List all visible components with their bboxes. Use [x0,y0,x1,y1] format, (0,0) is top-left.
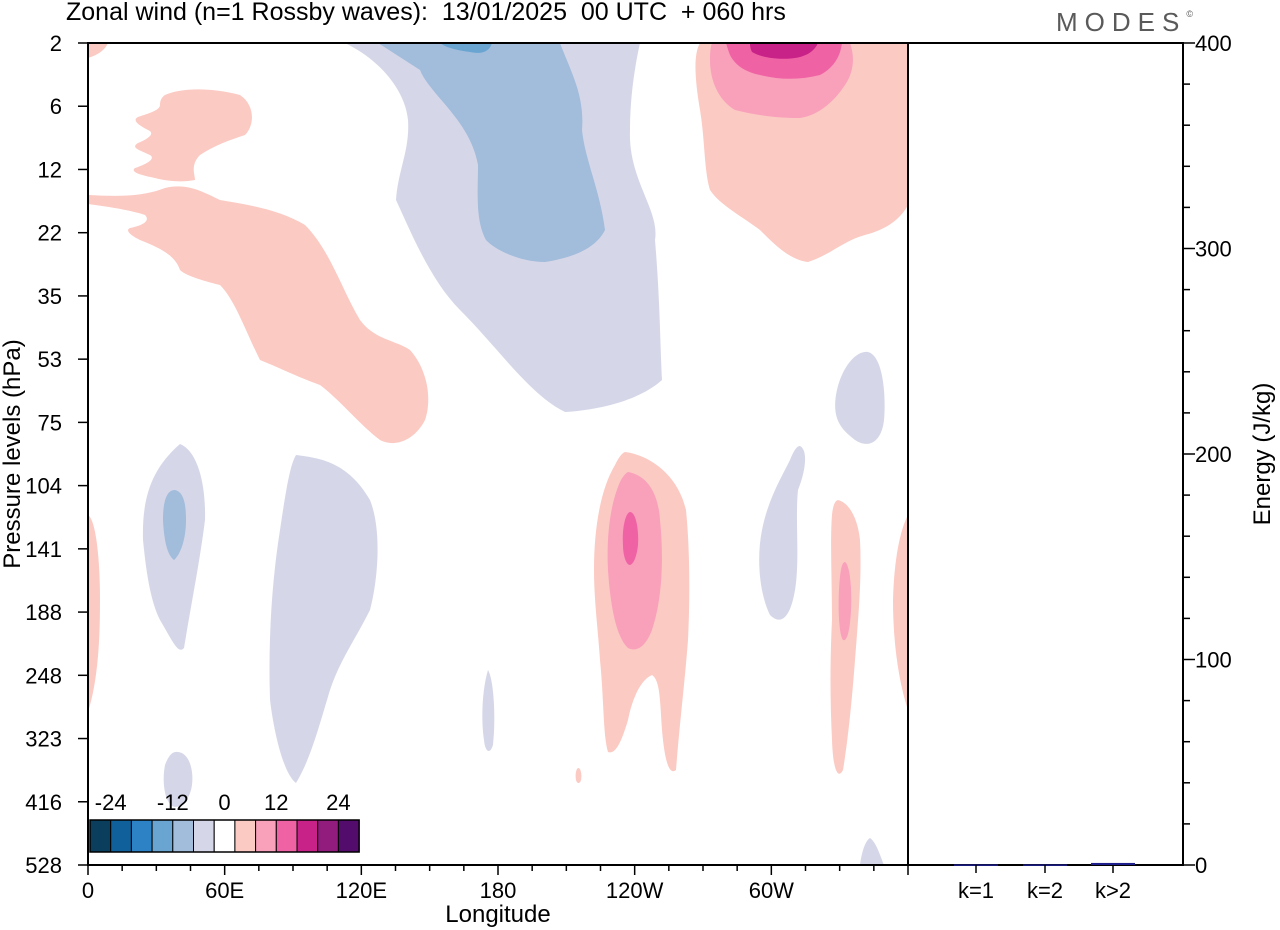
contour-field [88,43,908,865]
contour-neg-mid-left-8 [163,490,186,560]
colorbar-label: 0 [218,790,230,815]
colorbar-label: 24 [326,790,350,815]
colorbar-labels: -24 -12 0 12 24 [95,790,351,815]
contour-pos-upper-left-4 [88,186,429,444]
contour-pos-upper-right-16 [750,43,818,59]
colorbar-swatch [255,819,277,853]
x-tick-label: 60E [205,878,244,903]
y-tick-label: 416 [25,790,62,815]
x-tick-label: 120E [336,878,387,903]
contour-pos-speck-4 [575,768,582,783]
colorbar-swatch [110,819,132,853]
contour-pos-left-edge-4 [88,515,100,712]
energy-y-tick-label: 300 [1195,237,1232,262]
energy-panel-frame [907,42,1184,866]
energy-category-label: k>2 [1095,878,1131,903]
y-tick-label: 2 [50,31,62,56]
colorbar-swatch [317,819,339,853]
contour-pos-mid-8 [607,472,662,650]
y-tick-label: 528 [25,853,62,878]
colorbar [89,819,360,853]
colorbar-swatch [193,819,215,853]
y-axis-title: Pressure levels (hPa) [0,339,26,568]
colorbar-swatch [213,819,236,853]
modes-logo: MODES© [1056,7,1193,38]
colorbar-frame [89,819,360,853]
energy-y-tick-label: 400 [1195,31,1232,56]
y-tick-label: 75 [38,410,62,435]
x-axis-title: Longitude [445,901,550,928]
x-tick-label: 180 [480,878,517,903]
colorbar-label: 12 [264,790,288,815]
x-tick-label: 60W [749,878,794,903]
colorbar-swatch [275,819,298,853]
energy-category-label: k=1 [958,878,994,903]
x-tick-label: 120W [606,878,664,903]
colorbar-swatch [151,819,174,853]
contour-neg-upper-12 [440,43,492,53]
contour-neg-right-upper-4 [835,351,885,444]
colorbar-swatch [296,819,319,853]
logo-mark: © [1186,9,1193,19]
colorbar-label: -12 [157,790,189,815]
contour-neg-thin-4 [482,670,495,752]
energy-y-tick-label: 0 [1195,853,1207,878]
colorbar-swatch [337,819,360,853]
chart-title: Zonal wind (n=1 Rossby waves): 13/01/202… [66,0,786,26]
longitude-axis: 0 60E 120E 180 120W 60W [82,865,909,903]
contour-neg-low-left-4 [163,751,193,807]
y-tick-label: 22 [38,221,62,246]
contour-neg-right-mid-4 [759,446,806,620]
energy-bar [1091,862,1135,865]
pressure-axis: 2 6 12 22 35 53 75 104 141 188 248 323 416 528 [25,31,88,878]
y-tick-label: 141 [25,537,62,562]
contour-pos-right-8 [838,562,852,641]
y-tick-label: 35 [38,284,62,309]
y-tick-label: 188 [25,600,62,625]
y-tick-label: 323 [25,727,62,752]
y-tick-label: 6 [50,94,62,119]
contour-neg-mid-4 [269,455,378,783]
y-tick-label: 12 [38,157,62,182]
colorbar-swatch [89,819,112,853]
contour-pos-mid-12 [622,512,639,565]
y-tick-label: 53 [38,347,62,372]
y-tick-label: 248 [25,663,62,688]
contour-neg-bottom-right-4 [860,838,884,865]
contour-pos-upper-left-6-4 [133,89,252,182]
x-tick-label: 0 [82,878,94,903]
contour-neg-upper-8 [378,43,605,262]
contour-pos-right-edge-4 [893,515,908,710]
contour-pos-topleft-corner-4 [88,43,108,58]
colorbar-label: -24 [95,790,127,815]
colorbar-swatch [234,819,257,853]
energy-y-tick-label: 100 [1195,648,1232,673]
logo-text: MODES [1056,7,1187,37]
colorbar-swatch [130,819,153,853]
energy-y-tick-label: 200 [1195,442,1232,467]
y-tick-label: 104 [25,474,62,499]
energy-axis-title: Energy (J/kg) [1249,383,1276,526]
energy-category-label: k=2 [1027,878,1063,903]
colorbar-swatch [172,819,195,853]
energy-axis: k=1 k=2 k>2 0 100 200 300 400 [958,31,1232,903]
